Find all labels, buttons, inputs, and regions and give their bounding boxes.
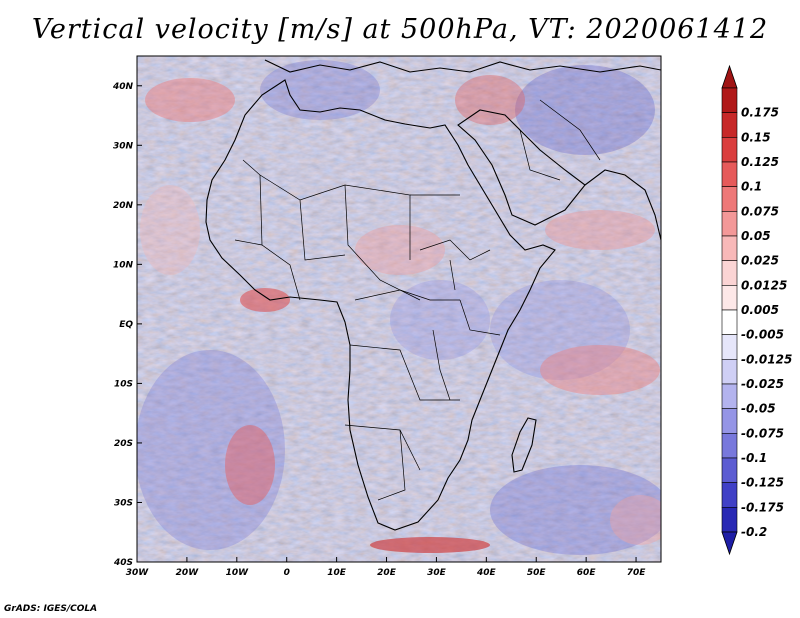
colorbar-label: 0.0125 [741, 278, 787, 292]
colorbar-swatch [721, 433, 738, 459]
colorbar-swatch [721, 161, 738, 187]
colorbar-label: -0.2 [741, 525, 767, 539]
colorbar-label: -0.175 [741, 500, 784, 514]
lon-tick-label: 0 [284, 568, 290, 578]
lat-tick-label: 10N [113, 260, 134, 270]
colorbar-swatch [721, 211, 738, 237]
colorbar-label: 0.175 [741, 106, 779, 120]
chart-title: Vertical velocity [m/s] at 500hPa, VT: 2… [31, 14, 769, 45]
colorbar-swatch [721, 334, 738, 360]
colorbar-label: 0.025 [741, 254, 779, 268]
colorbar-swatch [721, 137, 738, 163]
colorbar-label: 0.15 [741, 130, 771, 144]
lat-tick-label: 30N [113, 141, 134, 151]
lon-tick-label: 10E [327, 568, 347, 578]
colorbar-swatch [721, 285, 738, 311]
colorbar-swatch [721, 482, 738, 508]
colorbar-swatch [721, 408, 738, 434]
colorbar-swatch [721, 359, 738, 385]
axis-ticks: 30W 20W 10W 0 10E 20E 30E 40E 50E 60E 70E 40N 30N 20N… [112, 82, 646, 578]
colorbar-swatch [721, 309, 738, 335]
lon-tick-label: 40E [476, 568, 497, 578]
lon-tick-label: 30E [427, 568, 447, 578]
lon-tick-label: 70E [627, 568, 647, 578]
colorbar-label: -0.005 [741, 328, 784, 342]
coastlines [205, 59, 661, 531]
lat-tick-label: 40S [113, 558, 133, 568]
lon-tick-label: 20E [377, 568, 397, 578]
madagascar-coastline [511, 417, 537, 473]
colorbar-swatch [721, 507, 738, 533]
africa-coastline [205, 79, 556, 531]
colorbar-label: -0.1 [741, 451, 767, 465]
colorbar-label: -0.125 [741, 476, 784, 490]
colorbar-swatch [721, 260, 738, 286]
lon-tick-label: 20W [176, 568, 200, 578]
lon-tick-label: 30W [126, 568, 150, 578]
asia-coastline [584, 169, 661, 241]
lon-tick-label: 50E [527, 568, 547, 578]
lon-tick-label: 10W [226, 568, 250, 578]
plot-frame [136, 55, 662, 563]
colorbar-label: 0.05 [741, 229, 771, 243]
lat-tick-label: 20S [114, 439, 133, 449]
colorbar-label: 0.075 [741, 204, 779, 218]
colorbar-bottom-arrow [721, 531, 738, 556]
colorbar-label: 0.125 [741, 155, 779, 169]
colorbar-top-arrow [721, 64, 738, 89]
footer-credit: GrADS: IGES/COLA [4, 604, 98, 614]
lat-tick-label: EQ [119, 320, 133, 330]
colorbar: 0.175 0.15 0.125 0.1 0.075 0.05 0.025 0.0125 0.0… [721, 64, 792, 556]
lat-tick-label: 40N [112, 82, 134, 92]
colorbar-label: -0.025 [741, 377, 784, 391]
colorbar-swatch [721, 112, 738, 138]
lat-tick-label: 30S [114, 498, 133, 508]
colorbar-swatch [721, 383, 738, 409]
lon-tick-label: 60E [577, 568, 597, 578]
colorbar-label: 0.1 [741, 180, 762, 194]
colorbar-label: -0.05 [741, 402, 776, 416]
colorbar-swatch [721, 235, 738, 261]
colorbar-label: -0.075 [741, 426, 784, 440]
colorbar-label: 0.005 [741, 303, 779, 317]
velocity-field [137, 56, 661, 562]
lat-tick-label: 20N [113, 201, 134, 211]
lat-tick-label: 10S [114, 379, 133, 389]
colorbar-label: -0.0125 [741, 352, 792, 366]
europe-coastline [264, 59, 661, 73]
country-borders [234, 99, 601, 501]
colorbar-swatch [721, 457, 738, 483]
arabia-coastline [457, 109, 586, 226]
colorbar-swatch [721, 186, 738, 212]
colorbar-swatch [721, 87, 738, 113]
